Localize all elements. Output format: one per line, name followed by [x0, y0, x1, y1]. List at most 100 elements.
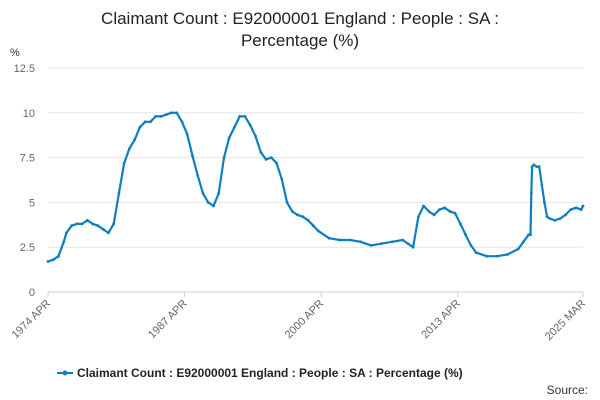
data-point [359, 240, 362, 244]
source-label[interactable]: Source: [547, 383, 588, 397]
data-point [122, 161, 126, 165]
data-point [127, 147, 131, 151]
data-point [191, 154, 194, 158]
data-point [581, 204, 585, 208]
data-point [516, 247, 520, 251]
data-point [569, 208, 573, 212]
data-point [101, 227, 105, 231]
data-point [180, 120, 184, 124]
data-point [149, 120, 152, 124]
data-point [96, 224, 100, 228]
data-point [545, 215, 549, 219]
data-point [138, 125, 142, 129]
data-point [579, 208, 583, 212]
data-point [443, 206, 446, 210]
y-axis-ticks: 0 2.5 5 7.5 10 12.5 [14, 63, 35, 299]
data-point [564, 213, 567, 217]
data-point [196, 174, 200, 177]
data-point [143, 120, 147, 124]
legend-label: Claimant Count : E92000001 England : Peo… [77, 366, 463, 380]
data-point [529, 233, 532, 237]
data-point [75, 222, 79, 226]
data-point [154, 115, 158, 118]
data-point [159, 115, 163, 118]
y-tick-label: 0 [29, 287, 35, 299]
data-point [540, 183, 544, 186]
data-point [464, 233, 467, 237]
y-tick-label: 7.5 [20, 153, 35, 165]
data-point [401, 238, 404, 242]
y-axis-unit-label: % [10, 47, 20, 59]
data-point [248, 123, 252, 127]
data-point [238, 115, 242, 118]
series-lines [46, 111, 585, 263]
data-point [532, 163, 536, 167]
data-point [201, 192, 205, 195]
y-tick-label: 5 [29, 197, 35, 209]
data-point [535, 165, 538, 169]
data-point [301, 215, 305, 219]
y-tick-label: 12.5 [14, 63, 35, 75]
data-point [548, 217, 552, 220]
data-point [506, 253, 510, 256]
x-tick-label: 2013 APR [419, 298, 463, 342]
data-point [459, 222, 462, 226]
y-tick-label: 10 [23, 108, 35, 120]
data-point [233, 125, 236, 129]
data-point [46, 260, 50, 263]
data-point [530, 165, 534, 169]
data-point [574, 206, 578, 210]
data-point [275, 161, 278, 165]
x-axis-ticks: 1974 APR 1987 APR 2000 APR 2013 APR 2025 MAR [10, 292, 588, 343]
data-point [62, 240, 66, 244]
x-tick-label: 2000 APR [283, 298, 327, 342]
data-point [133, 138, 137, 142]
data-point [348, 238, 352, 242]
data-point [227, 136, 231, 140]
data-point [206, 201, 210, 204]
data-point [222, 156, 226, 160]
data-point [311, 224, 315, 228]
data-point [495, 254, 499, 258]
data-point [170, 111, 173, 115]
data-point [485, 254, 489, 258]
data-point [448, 210, 452, 213]
data-point [296, 213, 299, 217]
data-point [259, 150, 263, 154]
data-point [422, 204, 425, 208]
data-point [80, 222, 84, 226]
data-point [411, 245, 415, 249]
x-tick-label: 1974 APR [10, 298, 54, 342]
data-point [369, 244, 373, 247]
data-point [327, 236, 331, 240]
data-point [290, 210, 294, 213]
data-point [553, 218, 557, 222]
data-point [185, 132, 189, 136]
data-point [453, 211, 457, 215]
data-point [306, 218, 310, 222]
data-point [380, 242, 383, 246]
data-point [212, 204, 215, 208]
data-point [558, 217, 562, 220]
data-point [390, 240, 394, 244]
data-point [529, 192, 533, 195]
y-tick-label: 2.5 [20, 242, 35, 254]
data-point [70, 224, 73, 228]
data-point [112, 222, 116, 226]
data-point [57, 254, 60, 258]
chart-title-line-1: Claimant Count : E92000001 England : Peo… [101, 9, 499, 28]
gridlines [48, 67, 583, 293]
series-line [46, 111, 585, 263]
data-point [417, 215, 420, 219]
data-point [438, 208, 441, 212]
data-point [427, 210, 431, 213]
legend-point-marker [62, 370, 68, 376]
data-point [469, 244, 473, 247]
data-point [117, 192, 121, 195]
data-point [107, 231, 110, 235]
data-point [543, 201, 546, 204]
legend[interactable]: Claimant Count : E92000001 England : Peo… [57, 366, 463, 380]
data-point [522, 240, 525, 244]
data-point [432, 213, 436, 217]
